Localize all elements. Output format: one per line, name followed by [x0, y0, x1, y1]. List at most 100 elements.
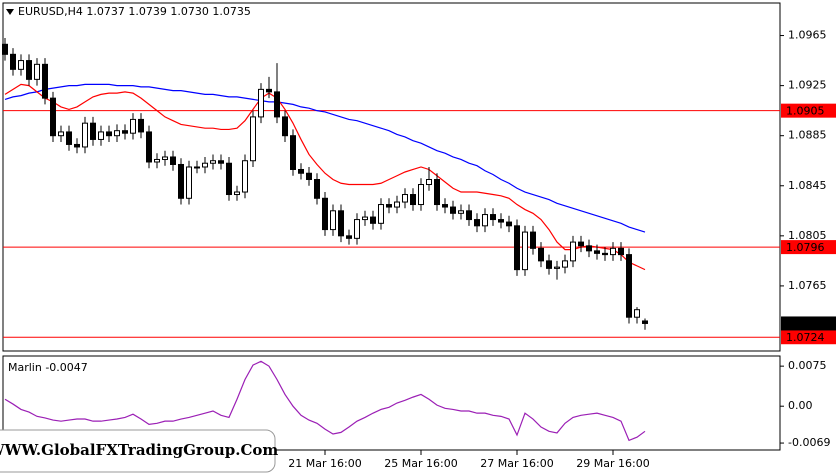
level-box [781, 103, 836, 118]
candle-body [154, 158, 160, 163]
candle-body [274, 91, 280, 118]
level-label: 1.0724 [786, 331, 825, 344]
candle-body [426, 179, 432, 186]
menu-icon [6, 9, 14, 15]
candle-body [282, 116, 288, 137]
y-tick-label: 0.00 [788, 399, 813, 412]
y-tick-label: 1.0845 [788, 179, 827, 192]
candle-body [418, 184, 424, 206]
candle-body [218, 160, 224, 164]
marks: 1.0965 1.0925 1.0885 1.0845 1.0805 1.0765 1.09… [2, 29, 836, 470]
current-price-box [781, 316, 836, 331]
candle-body [266, 88, 272, 93]
candle-body [442, 204, 448, 208]
candle-body [194, 166, 200, 169]
candle-body [490, 214, 496, 221]
y-tick-label: 1.0965 [788, 29, 827, 42]
candle-body [634, 309, 640, 318]
candle-body [58, 131, 64, 137]
candle-body [378, 204, 384, 224]
y-tick-label: -0.0069 [788, 436, 830, 449]
candle-body [498, 219, 504, 223]
candle-body [314, 179, 320, 199]
watermark: WWW.GlobalFXTradingGroup.Com [0, 441, 278, 459]
y-tick-label: 0.0075 [788, 359, 827, 372]
x-tick-label: 21 Mar 16:00 [288, 457, 361, 470]
candle-body [642, 320, 648, 324]
candle-body [506, 221, 512, 227]
candle-body [450, 206, 456, 214]
candle-body [226, 162, 232, 196]
candle-body [10, 53, 16, 70]
candle-body [186, 166, 192, 199]
candle-body [146, 131, 152, 163]
candle-body [626, 254, 632, 318]
candle-body [362, 216, 368, 221]
candle-body [346, 235, 352, 239]
candle-body [474, 219, 480, 227]
y-tick-label: 1.0805 [788, 229, 827, 242]
candle-body [170, 156, 176, 165]
candle-body [210, 160, 216, 164]
candle-body [162, 156, 168, 160]
candle-body [570, 241, 576, 262]
candle-body [394, 201, 400, 208]
x-tick-label: 27 Mar 16:00 [480, 457, 553, 470]
level-box [781, 240, 836, 255]
y-tick-label: 1.0885 [788, 129, 827, 142]
candle-body [386, 204, 392, 208]
candle-body [290, 135, 296, 170]
candle-body [402, 194, 408, 203]
y-tick-label: 1.0925 [788, 79, 827, 92]
candle-body [610, 247, 616, 256]
candle-body [138, 118, 144, 133]
line-series [4, 83, 646, 271]
candle-body [410, 194, 416, 206]
level-label: 1.0905 [786, 105, 825, 118]
candle-body [538, 247, 544, 262]
candle-body [114, 130, 120, 137]
candle-body [26, 60, 32, 80]
line-series [4, 83, 646, 233]
candle-body [546, 260, 552, 269]
candle-body [586, 245, 592, 252]
candle-body [306, 172, 312, 181]
candle-body [242, 160, 248, 193]
candle-body [250, 116, 256, 162]
candle-body [122, 130, 128, 134]
current-price-label: 1.0735 [786, 317, 825, 330]
x-tick-label: 25 Mar 16:00 [384, 457, 457, 470]
x-tick-label: 29 Mar 16:00 [576, 457, 649, 470]
indicator-title: Marlin -0.0047 [8, 361, 88, 374]
candle-body [234, 191, 240, 196]
candle-body [18, 60, 24, 70]
candle-body [458, 210, 464, 214]
line-series [4, 360, 646, 442]
candle-body [514, 225, 520, 271]
candle-body [202, 162, 208, 168]
candle-body [618, 247, 624, 256]
candle-body [482, 214, 488, 227]
candle-body [298, 168, 304, 174]
candle-body [74, 143, 80, 148]
candle-body [370, 216, 376, 224]
candle-body [554, 266, 560, 269]
candle-body [130, 118, 136, 134]
candle-body [466, 210, 472, 221]
candle-body [338, 210, 344, 237]
candle-body [34, 63, 40, 80]
candle-body [354, 219, 360, 239]
candle-body [522, 231, 528, 271]
candle-body [98, 131, 104, 140]
candle-body [90, 122, 96, 140]
candle-body [106, 131, 112, 137]
candle-body [2, 43, 8, 55]
candle-body [594, 250, 600, 254]
y-tick-label: 1.0765 [788, 279, 827, 292]
watermark-box [0, 429, 276, 473]
candle-body [258, 88, 264, 118]
main-panel [2, 2, 781, 352]
candle-body [562, 260, 568, 268]
candle-body [578, 241, 584, 247]
